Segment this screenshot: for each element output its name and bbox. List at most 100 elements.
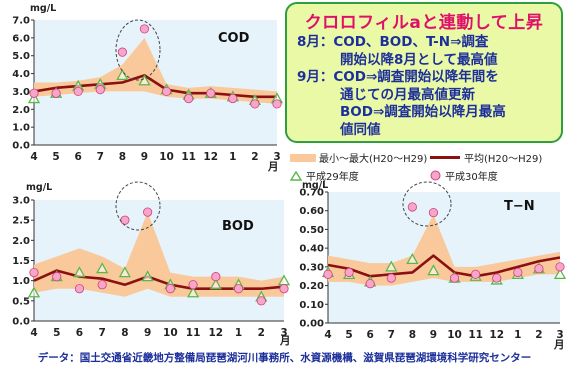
tn-chart: 0.00 0.10 0.20 0.30 0.40 0.50 0.60 0.70 4 5 6 7 8 9 10… [299, 180, 567, 351]
y-tick-label: 6.0 [12, 33, 30, 44]
h29-point [96, 262, 109, 274]
chart-title: COD [218, 31, 250, 46]
h30-point [73, 86, 83, 97]
h30-point [256, 296, 266, 306]
legend: 最小～最大(H20～H29) 平均(H20～H29) 平成29年度 平成30年度 [290, 150, 569, 186]
h30-point [211, 272, 221, 282]
y-tick-label: 0.70 [299, 188, 324, 199]
x-axis-label: 月 [279, 335, 291, 347]
h29-point [385, 260, 398, 272]
x-tick-label: 6 [367, 329, 374, 341]
legend-avg: 平均(H20～H29) [430, 150, 542, 165]
note-line: 開始以降8月として最高値 [340, 51, 498, 68]
h30-point [272, 99, 282, 109]
y-tick-label: 2.0 [12, 236, 30, 247]
h29-point [553, 268, 567, 279]
x-tick-label: 6 [76, 327, 83, 339]
h30-point [344, 267, 354, 278]
average-line [327, 254, 561, 278]
y-tick-label: 0.20 [299, 281, 324, 292]
y-tick-label: 2.0 [12, 105, 30, 116]
x-tick-label: 10 [159, 151, 174, 163]
y-tick-label: 2.5 [12, 216, 30, 227]
x-tick-label: 12 [209, 327, 224, 339]
legend-h29: 平成29年度 [290, 168, 359, 183]
h29-point [141, 270, 154, 282]
legend-avg-swatch [430, 156, 460, 159]
y-tick-label: 0.30 [299, 262, 324, 273]
chart-title: T−N [504, 199, 535, 214]
h30-point [139, 24, 150, 34]
x-tick-label: 7 [388, 329, 395, 341]
y-tick-label: 0.10 [299, 300, 324, 311]
x-tick-label: 4 [324, 329, 331, 341]
note-lines: 8月：COD、BOD、T-N⇒調査 開始以降8月として最高値 9月：COD⇒調査開始… [297, 34, 559, 139]
highlight-ellipse [402, 181, 452, 227]
data-source-footer: データ：国土交通省近畿地方整備局琵琶湖河川事務所、水資源機構、滋賀県琵琶湖環境科… [37, 352, 532, 364]
x-tick-label: 9 [144, 327, 151, 339]
y-unit-label: mg/L [302, 180, 328, 191]
y-tick-label: 0.60 [299, 206, 324, 217]
x-tick-label: 2 [251, 151, 258, 163]
h29-point [73, 266, 86, 278]
note-line: BOD⇒調査開始以降月最高 [340, 104, 506, 120]
y-tick-label: 4.0 [12, 69, 30, 80]
h30-point [555, 262, 565, 272]
h29-point [138, 74, 151, 86]
y-tick-label: 7.0 [12, 16, 30, 27]
legend-h29-label: 平成29年度 [306, 172, 359, 183]
h30-point [117, 47, 127, 57]
x-tick-label: 3 [280, 327, 287, 339]
legend-band: 最小～最大(H20～H29) [290, 150, 427, 165]
y-tick-label: 5.0 [12, 51, 30, 62]
h30-point [52, 272, 62, 282]
x-tick-label: 1 [235, 327, 242, 339]
h30-point [29, 268, 39, 278]
min-max-band [328, 214, 560, 286]
legend-h30: 平成30年度 [430, 168, 498, 183]
x-tick-label: 11 [181, 151, 196, 163]
h30-point [513, 267, 523, 278]
note-title: クロロフィルaと連動して上昇 [304, 13, 544, 33]
note-line: 8月：COD、BOD、T-N⇒調査 [297, 34, 489, 50]
h30-point [323, 269, 333, 279]
h30-point [74, 284, 85, 294]
h30-point [29, 88, 39, 98]
x-tick-label: 10 [163, 327, 178, 339]
h30-point [228, 93, 238, 104]
x-tick-label: 4 [30, 151, 37, 163]
y-tick-label: 1.0 [12, 123, 30, 134]
y-tick-label: 1.5 [12, 256, 30, 267]
x-tick-label: 11 [186, 327, 201, 339]
note-box: クロロフィルaと連動して上昇 8月：COD、BOD、T-N⇒調査 開始以降8月とし… [285, 2, 563, 143]
h30-point [161, 86, 172, 97]
x-tick-label: 10 [447, 329, 462, 341]
h29-point [406, 253, 419, 265]
cod-chart: 0.01.02.03.04.05.06.07.04 5 6 7 8 9 10 11 12 1 2 3C… [12, 3, 284, 173]
h30-point [184, 93, 194, 104]
x-tick-label: 3 [556, 329, 563, 341]
x-tick-label: 7 [99, 327, 106, 339]
x-tick-label: 3 [273, 151, 280, 163]
x-tick-label: 2 [258, 327, 265, 339]
h30-point [471, 269, 481, 279]
legend-band-swatch [290, 153, 316, 162]
y-tick-label: 0.40 [299, 244, 324, 255]
circle-icon [430, 170, 441, 181]
h29-point [27, 92, 41, 104]
x-tick-label: 5 [345, 329, 352, 341]
x-tick-label: 8 [121, 327, 128, 339]
y-tick-label: 1.0 [12, 276, 30, 287]
h30-point [449, 273, 460, 283]
x-axis-label: 月 [553, 339, 565, 351]
x-tick-label: 11 [468, 329, 483, 341]
y-unit-label: mg/L [26, 182, 52, 193]
x-tick-label: 8 [119, 151, 126, 163]
h29-point [27, 286, 41, 298]
y-tick-label: 0.0 [12, 317, 30, 328]
y-tick-label: 0.5 [12, 296, 30, 307]
legend-h30-label: 平成30年度 [445, 172, 498, 183]
min-max-band [34, 212, 284, 297]
h30-point [279, 284, 289, 294]
y-tick-label: 0.50 [299, 225, 324, 236]
